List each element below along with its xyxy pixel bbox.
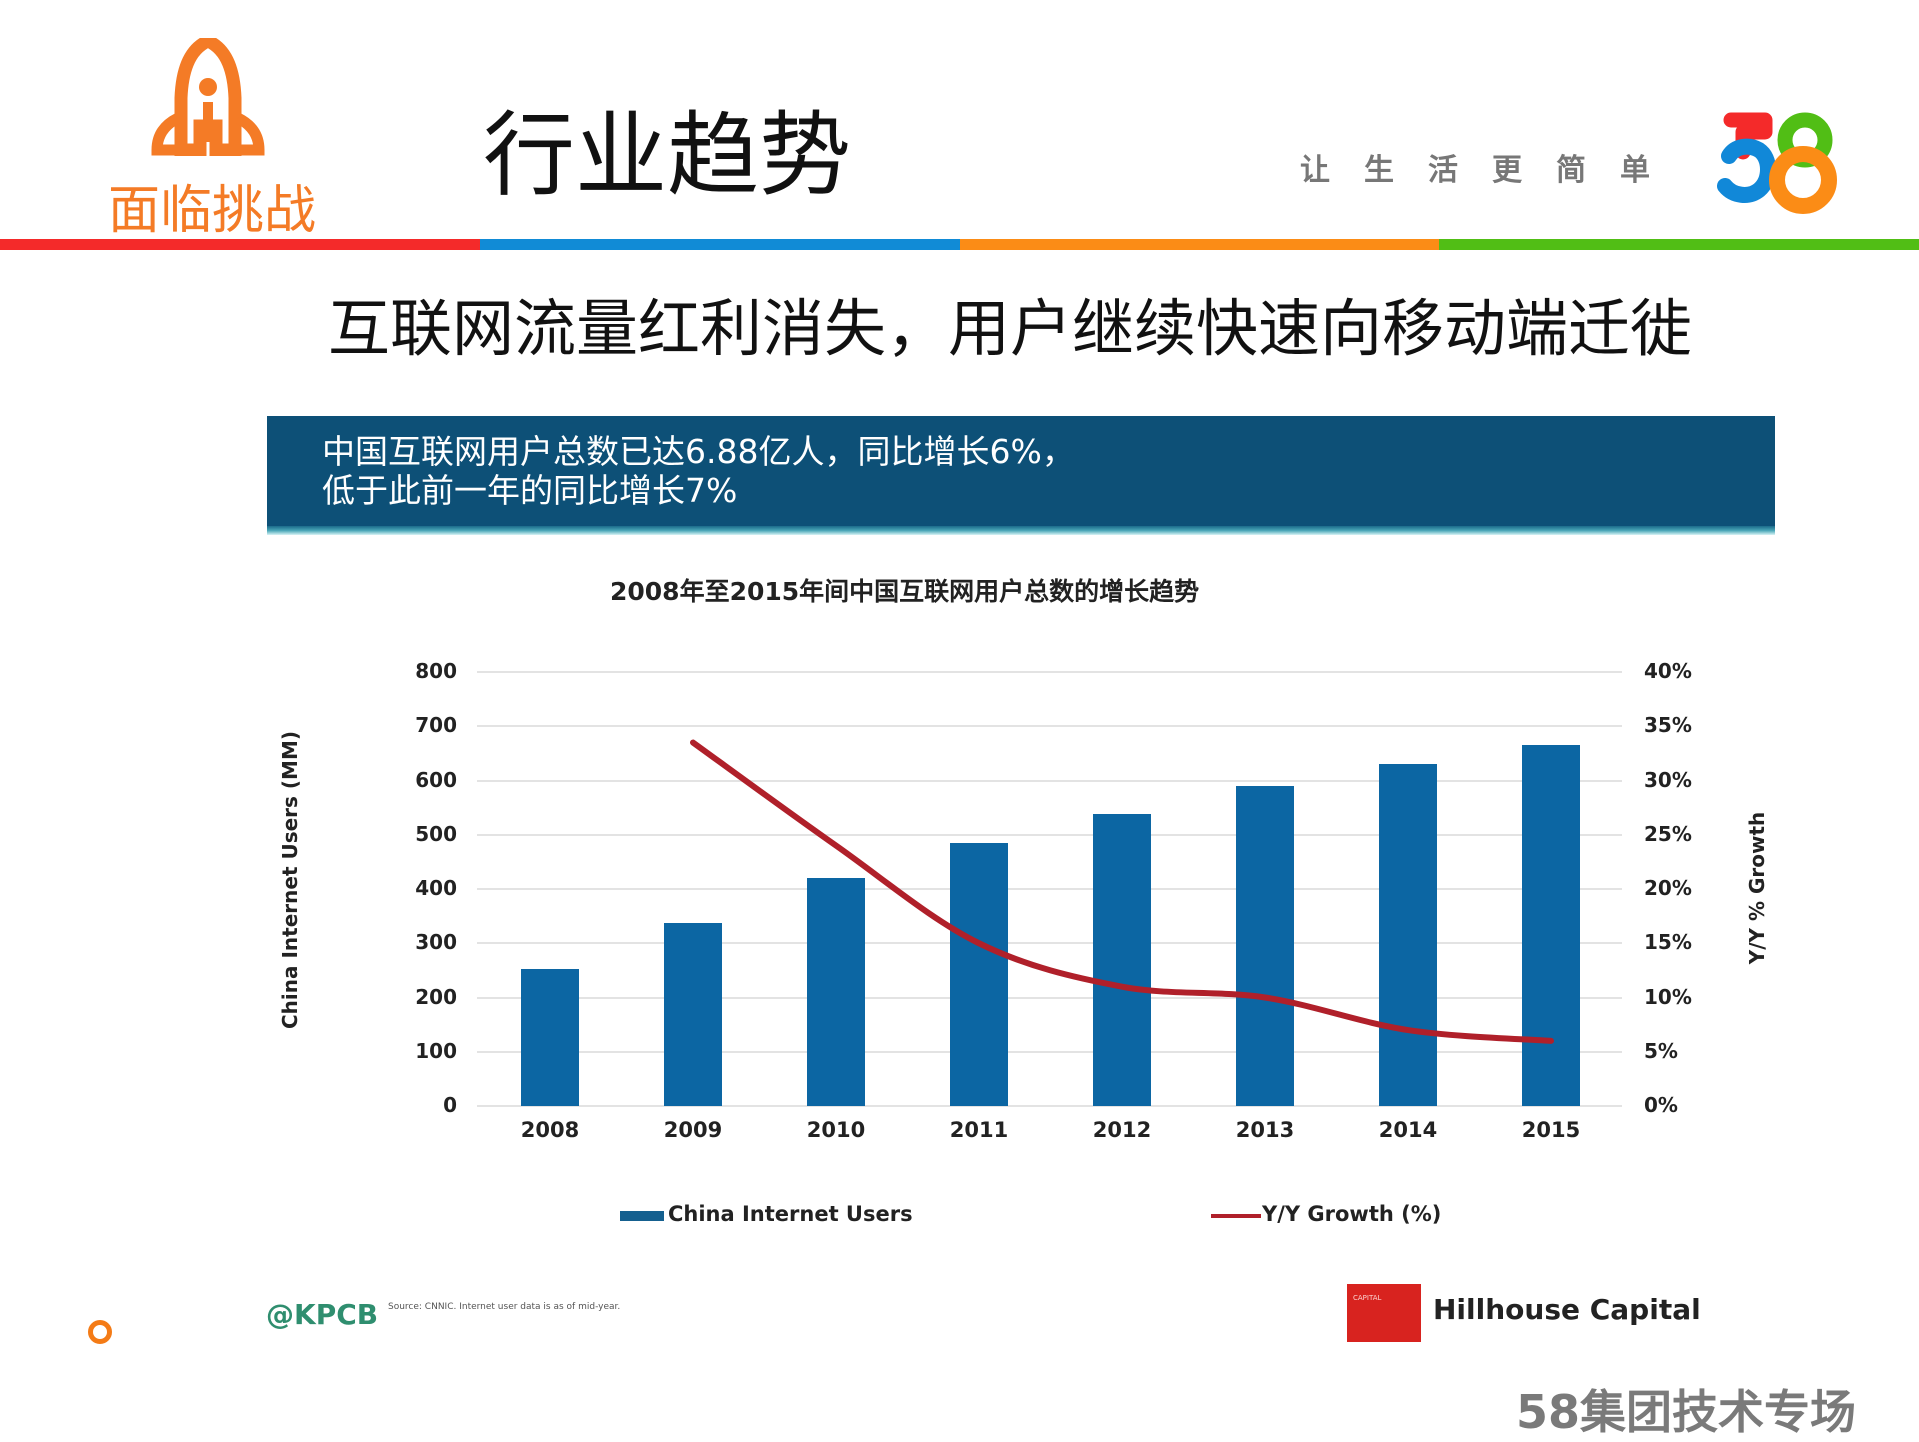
chart-title: 2008年至2015年间中国互联网用户总数的增长趋势 (610, 577, 1200, 606)
y-tick-right: 15% (1644, 930, 1692, 955)
kpcb-watermark: @KPCB (266, 1298, 379, 1331)
x-tick: 2009 (663, 1118, 723, 1142)
header-stripe-orange (960, 239, 1439, 250)
y-tick-right: 5% (1644, 1038, 1678, 1063)
gridline (477, 725, 1622, 728)
x-tick: 2014 (1378, 1118, 1438, 1142)
gridline (477, 1105, 1622, 1107)
gridline (477, 942, 1622, 945)
gridline (477, 779, 1622, 782)
legend-label-users: China Internet Users (668, 1202, 913, 1226)
page-title: 行业趋势 (483, 102, 852, 209)
legend-swatch-bar (620, 1211, 664, 1221)
gridline (477, 996, 1622, 999)
y-tick-right: 0% (1644, 1093, 1678, 1117)
y-tick-left: 800 (415, 659, 457, 683)
slogan: 让生活更简单 (1300, 153, 1684, 188)
header-stripe-green (1439, 239, 1919, 250)
x-tick: 2011 (949, 1118, 1009, 1142)
footer-brand: 58集团技术专场 (1516, 1385, 1857, 1439)
y-tick-right: 10% (1644, 984, 1692, 1009)
bar-2013 (1236, 785, 1294, 1106)
chart-headline-underline (267, 526, 1775, 535)
y-tick-right: 35% (1644, 713, 1692, 738)
source-note: Source: CNNIC. Internet user data is as … (388, 1302, 621, 1312)
gridline (477, 888, 1622, 890)
rocket-icon (148, 33, 268, 157)
y-tick-left: 300 (415, 930, 457, 955)
y-tick-left: 600 (415, 767, 457, 792)
gridline (477, 833, 1622, 836)
legend-swatch-line (1211, 1214, 1261, 1218)
bar-2009 (664, 922, 722, 1106)
slide-subtitle: 互联网流量红利消失，用户继续快速向移动端迁徙 (328, 292, 1693, 365)
section-label: 面临挑战 (108, 181, 317, 241)
y-tick-left: 700 (415, 713, 457, 738)
y-tick-left: 0 (443, 1093, 457, 1117)
y-tick-left: 200 (415, 984, 457, 1009)
y-tick-right: 20% (1644, 876, 1692, 900)
y-tick-right: 30% (1644, 767, 1692, 792)
header-stripe-blue (480, 239, 960, 250)
gridline (477, 671, 1622, 673)
header-stripe-red (0, 239, 480, 250)
chart-headline-box (267, 416, 1775, 530)
x-tick: 2015 (1521, 1118, 1581, 1142)
bullet-circle-icon (88, 1320, 112, 1344)
x-tick: 2010 (806, 1118, 866, 1142)
y-tick-left: 400 (415, 876, 457, 900)
chart-headline: 中国互联网用户总数已达6.88亿人，同比增长6%， 低于此前一年的同比增长7% (322, 432, 1075, 510)
chart-headline-line1: 中国互联网用户总数已达6.88亿人，同比增长6%， (322, 432, 1075, 471)
gridline (477, 1050, 1622, 1053)
y-tick-left: 100 (415, 1038, 457, 1063)
58-logo (1715, 112, 1840, 216)
x-tick: 2008 (520, 1118, 580, 1142)
bar-2014 (1379, 764, 1437, 1106)
hillhouse-logo-icon: CAPITAL (1347, 1284, 1421, 1342)
bar-2012 (1093, 814, 1151, 1106)
chart-headline-line2: 低于此前一年的同比增长7% (322, 471, 738, 510)
legend-label-growth: Y/Y Growth (%) (1262, 1202, 1442, 1226)
y-tick-right: 40% (1644, 659, 1692, 683)
bar-2015 (1522, 745, 1580, 1106)
bar-2010 (807, 878, 865, 1106)
y-tick-left: 500 (415, 821, 457, 846)
bar-2008 (521, 968, 579, 1106)
hillhouse-label: Hillhouse Capital (1433, 1293, 1701, 1326)
x-tick: 2012 (1092, 1118, 1152, 1142)
y-tick-right: 25% (1644, 821, 1692, 846)
x-tick: 2013 (1235, 1118, 1295, 1142)
bar-2011 (950, 842, 1008, 1106)
